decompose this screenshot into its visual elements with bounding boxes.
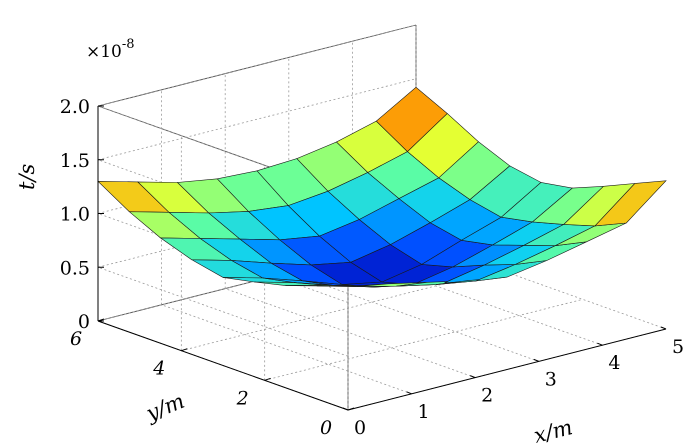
y-tick-label: 2	[236, 387, 249, 409]
surface-mesh	[97, 86, 667, 288]
z-tick-label: 0.5	[60, 257, 90, 279]
y-tick-label: 6	[70, 328, 82, 350]
x-tick	[597, 342, 603, 346]
grid-line	[97, 24, 417, 107]
z-axis-label: t/s	[15, 163, 39, 190]
z-scale-factor: ×10-8	[86, 37, 135, 62]
x-axis-line	[347, 328, 667, 411]
x-tick	[533, 358, 539, 362]
y-tick-label: 0	[320, 417, 332, 439]
z-scale-base: ×10	[86, 42, 122, 62]
grid-line	[97, 159, 349, 250]
y-tick-label: 4	[152, 358, 165, 380]
x-tick	[406, 391, 412, 395]
z-tick-label: 0	[78, 311, 90, 333]
grid-line	[264, 298, 583, 381]
grid-line	[97, 213, 349, 303]
grid-line	[97, 105, 349, 196]
x-tick-label: 5	[672, 336, 684, 358]
y-tick	[264, 377, 271, 381]
grid-line	[97, 266, 349, 357]
y-tick	[181, 348, 188, 352]
grid-line	[97, 239, 417, 322]
y-axis-line	[97, 320, 349, 411]
x-tick-label: 1	[418, 401, 430, 423]
z-tick-label: 2.0	[60, 96, 90, 118]
axis-lines	[97, 105, 667, 411]
box-edge	[97, 24, 417, 107]
grid-line	[97, 185, 417, 268]
y-tick	[347, 407, 355, 411]
x-tick-label: 3	[545, 368, 557, 390]
y-axis-label: y/m	[142, 389, 188, 426]
grid-line	[181, 269, 500, 352]
x-tick-label: 0	[354, 417, 366, 439]
grid-line	[161, 304, 412, 395]
grid-line	[288, 272, 539, 362]
x-axis-label: x/m	[531, 415, 574, 447]
surface-patch	[594, 180, 667, 227]
x-tick	[660, 326, 667, 330]
z-tick-label: 1.0	[60, 204, 90, 226]
z-tick-label: 1.5	[60, 150, 90, 172]
z-scale-exponent: -8	[122, 37, 135, 52]
x-tick-label: 2	[481, 385, 493, 407]
grid-line	[225, 288, 476, 378]
x-tick	[470, 375, 476, 379]
x-tick-label: 4	[608, 352, 620, 374]
x-tick	[342, 407, 349, 411]
grid-line	[97, 78, 417, 161]
